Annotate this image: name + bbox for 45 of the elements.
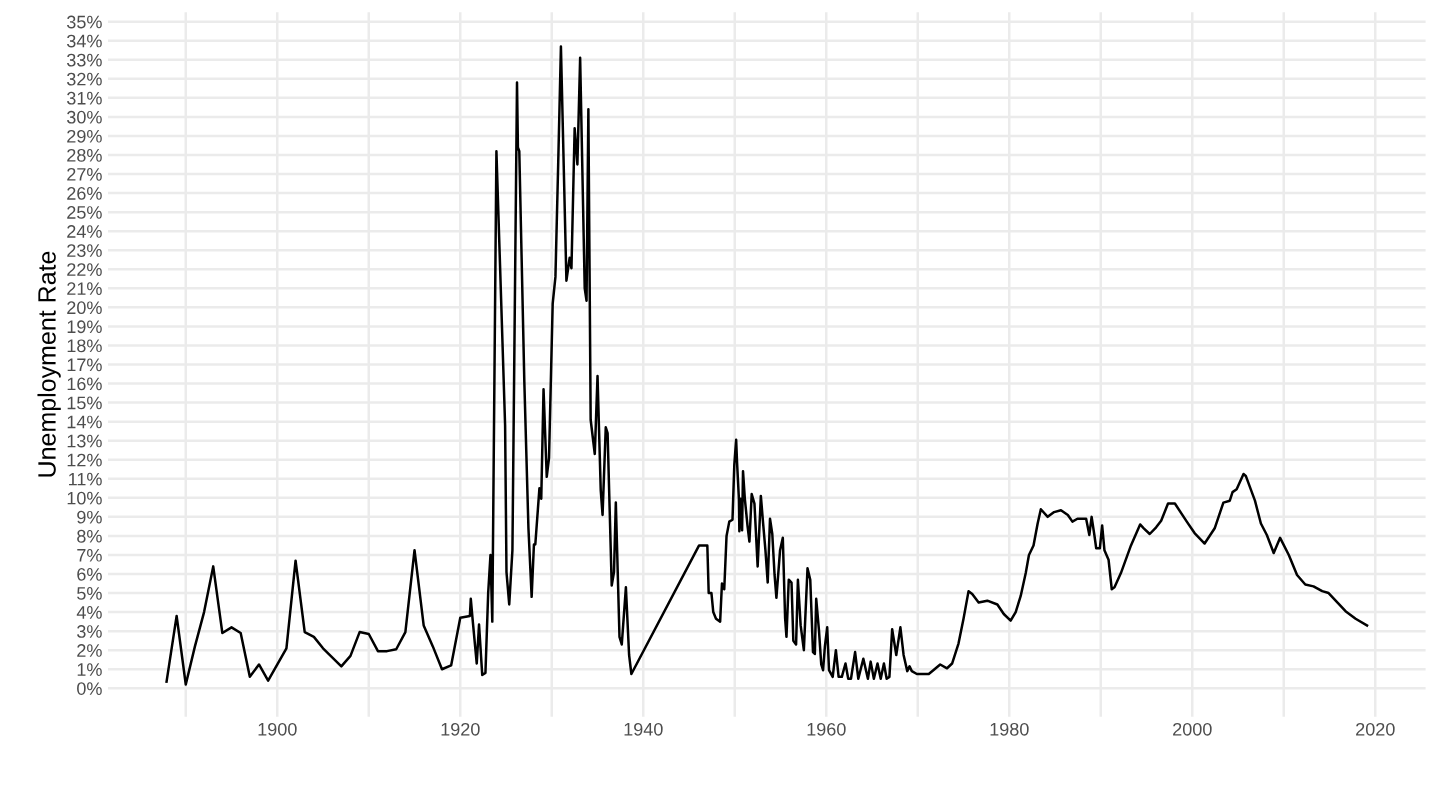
x-tick-label: 1940 xyxy=(624,722,663,736)
y-tick-label: 2% xyxy=(77,644,102,657)
y-tick-label: 26% xyxy=(67,187,102,200)
y-tick-label: 27% xyxy=(67,167,102,181)
y-tick-label: 28% xyxy=(67,148,102,162)
y-axis-title: Unemployment Rate xyxy=(37,251,61,477)
y-tick-label: 14% xyxy=(67,415,102,429)
y-tick-label: 22% xyxy=(67,263,102,276)
y-tick-label: 15% xyxy=(67,396,102,410)
y-tick-label: 5% xyxy=(77,587,102,600)
y-tick-label: 1% xyxy=(77,663,102,676)
y-tick-label: 32% xyxy=(67,72,102,86)
y-tick-label: 20% xyxy=(67,301,102,315)
y-tick-label: 4% xyxy=(76,606,102,619)
y-tick-label: 16% xyxy=(67,377,102,391)
y-tick-label: 33% xyxy=(67,53,102,67)
x-tick-label: 1960 xyxy=(807,722,846,736)
y-tick-label: 17% xyxy=(67,358,102,372)
y-tick-label: 23% xyxy=(67,244,102,257)
y-tick-label: 29% xyxy=(67,129,102,143)
y-tick-label: 7% xyxy=(77,548,102,562)
y-tick-label: 12% xyxy=(67,453,102,467)
x-tick-label: 1920 xyxy=(441,722,480,736)
y-tick-label: 18% xyxy=(67,339,102,353)
y-tick-label: 6% xyxy=(77,567,102,581)
x-tick-label: 2000 xyxy=(1173,722,1212,736)
y-tick-label: 11% xyxy=(69,472,102,486)
x-tick-label: 1900 xyxy=(258,722,297,736)
y-tick-label: 9% xyxy=(77,510,102,524)
y-tick-label: 8% xyxy=(77,529,102,543)
y-tick-label: 30% xyxy=(67,110,102,124)
line-series xyxy=(165,45,1369,686)
y-tick-label: 21% xyxy=(67,282,102,295)
y-tick-label: 35% xyxy=(67,15,102,29)
y-tick-label: 25% xyxy=(67,206,102,219)
y-tick-label: 13% xyxy=(67,434,102,448)
y-tick-label: 24% xyxy=(67,225,102,238)
x-tick-label: 1980 xyxy=(990,722,1029,736)
y-tick-label: 19% xyxy=(67,320,102,334)
y-tick-label: 10% xyxy=(67,491,102,505)
y-tick-label: 3% xyxy=(77,625,102,638)
y-tick-label: 34% xyxy=(67,34,102,48)
x-tick-label: 2020 xyxy=(1356,722,1395,736)
y-tick-label: 31% xyxy=(67,91,102,105)
y-tick-label: 0% xyxy=(77,682,102,695)
